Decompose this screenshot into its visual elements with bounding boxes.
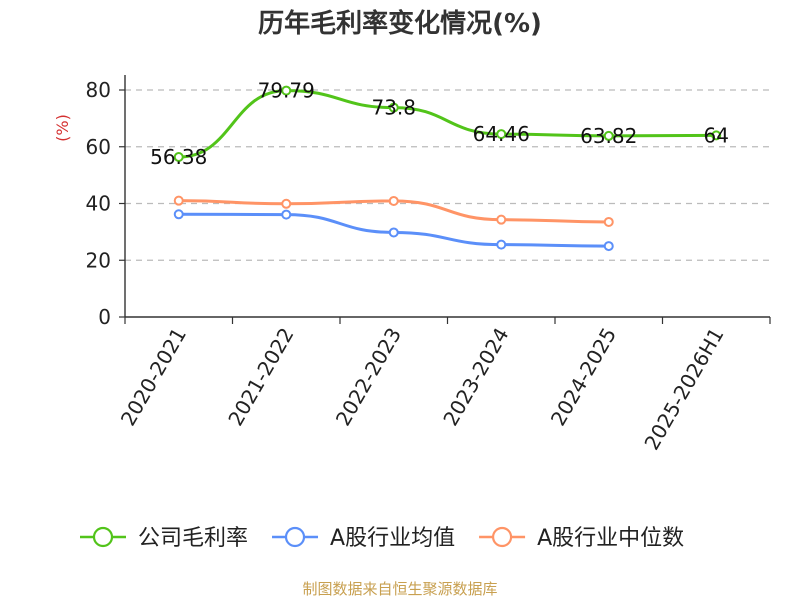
data-point xyxy=(711,130,722,141)
data-labels: 56.38 79.79 73.8 64.46 63.82 64 xyxy=(150,79,729,169)
legend-marker xyxy=(491,526,513,548)
data-point xyxy=(496,239,507,250)
data-point xyxy=(281,198,292,209)
data-label: 63.82 xyxy=(580,124,637,148)
data-point xyxy=(173,209,184,220)
axes: 0 20 40 60 80 2020-2021 2021-2022 2022-2023 2023… xyxy=(86,75,771,454)
data-point xyxy=(173,152,184,163)
x-tick-label: 2022-2023 xyxy=(331,324,406,430)
y-tick-label: 20 xyxy=(86,248,111,272)
y-tick-label: 60 xyxy=(86,135,111,159)
data-point xyxy=(603,241,614,252)
data-label: 64 xyxy=(704,123,729,147)
source-note: 制图数据来自恒生聚源数据库 xyxy=(302,580,497,598)
data-point xyxy=(388,195,399,206)
x-tick-label: 2020-2021 xyxy=(116,324,191,430)
data-label: 56.38 xyxy=(150,145,207,169)
x-tick-label: 2025-2026H1 xyxy=(639,324,728,454)
legend-marker xyxy=(92,526,114,548)
data-label: 64.46 xyxy=(473,122,530,146)
data-point xyxy=(496,129,507,140)
y-tick-label: 80 xyxy=(86,78,111,102)
data-point xyxy=(388,102,399,113)
legend-marker xyxy=(284,526,306,548)
legend-label: A股行业均值 xyxy=(330,526,455,551)
legend-label: 公司毛利率 xyxy=(138,526,248,551)
data-point xyxy=(496,214,507,225)
x-tick-label: 2023-2024 xyxy=(438,324,513,430)
legend-label: A股行业中位数 xyxy=(537,526,684,551)
x-tick-label: 2021-2022 xyxy=(223,324,298,430)
series-lines xyxy=(173,85,722,252)
data-label: 73.8 xyxy=(371,96,416,120)
data-point xyxy=(173,195,184,206)
data-label: 79.79 xyxy=(258,79,315,103)
y-axis-label: (%) xyxy=(53,114,72,142)
y-tick-label: 40 xyxy=(86,192,111,216)
chart-title: 历年毛利率变化情况(%) xyxy=(258,8,542,39)
data-point xyxy=(281,85,292,96)
gridlines xyxy=(125,89,770,261)
data-point xyxy=(603,130,614,141)
legend: 公司毛利率 A股行业均值 A股行业中位数 xyxy=(80,526,684,551)
x-tick-label: 2024-2025 xyxy=(546,324,621,430)
data-point xyxy=(281,209,292,220)
data-point xyxy=(603,216,614,227)
y-tick-label: 0 xyxy=(98,305,111,329)
data-point xyxy=(388,227,399,238)
